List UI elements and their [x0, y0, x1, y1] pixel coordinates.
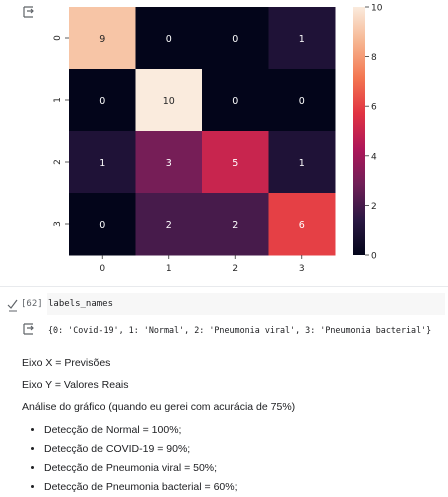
- execution-count: [62]: [21, 299, 43, 309]
- cell-value-label: 2: [232, 220, 238, 231]
- results-list: Detecção de Normal = 100%; Detecção de C…: [22, 421, 442, 497]
- colorbar-tick-label: 10: [371, 4, 383, 14]
- x-tick-label: 2: [232, 264, 238, 274]
- cell-value-label: 6: [299, 220, 305, 231]
- heatmap-cell: [69, 193, 136, 256]
- cell-value-label: 3: [166, 158, 172, 169]
- list-item: Detecção de Pneumonia bacterial = 60%;: [44, 478, 442, 497]
- heatmap-cell: [202, 7, 269, 70]
- x-tick-label: 3: [299, 264, 305, 274]
- list-item: Detecção de COVID-19 = 90%;: [44, 440, 442, 459]
- cell-value-label: 1: [299, 34, 305, 45]
- list-item: Detecção de Normal = 100%;: [44, 421, 442, 440]
- heatmap-cell: [135, 193, 203, 256]
- axis-y-note: Eixo Y = Valores Reais: [22, 379, 129, 391]
- cell-value-label: 5: [232, 158, 238, 169]
- analysis-note: Análise do gráfico (quando eu gerei com …: [22, 401, 296, 413]
- heatmap-cell: [268, 7, 336, 70]
- heatmap-cell: [135, 69, 203, 132]
- cell-value-label: 2: [166, 220, 172, 231]
- heatmap-cell: [268, 131, 336, 194]
- cell-value-label: 10: [163, 96, 175, 107]
- executed-check-icon[interactable]: [6, 296, 20, 312]
- y-tick-label: 3: [53, 221, 63, 227]
- heatmap-cell: [135, 131, 203, 194]
- code-editor[interactable]: [47, 293, 445, 315]
- x-tick-label: 1: [166, 264, 172, 274]
- markdown-cell[interactable]: Eixo X = Previsões Eixo Y = Valores Reai…: [22, 352, 442, 497]
- heatmap-cell: [268, 69, 336, 132]
- cell-value-label: 0: [232, 96, 238, 107]
- colorbar-tick-label: 6: [371, 103, 377, 113]
- colorbar-tick-label: 8: [371, 53, 377, 63]
- cell-value-label: 0: [299, 96, 305, 107]
- cell-value-label: 0: [166, 34, 172, 45]
- cell-value-label: 0: [99, 96, 105, 107]
- heatmap-cell: [69, 131, 136, 194]
- cell-value-label: 0: [232, 34, 238, 45]
- heatmap-cell: [202, 69, 269, 132]
- cell-value-label: 1: [99, 158, 105, 169]
- cell-value-label: 0: [99, 220, 105, 231]
- x-tick-label: 0: [99, 264, 105, 274]
- colorbar-tick-label: 2: [371, 202, 377, 212]
- y-tick-label: 1: [53, 97, 63, 103]
- list-item: Detecção de Pneumonia viral = 50%;: [44, 459, 442, 478]
- output-arrow-icon[interactable]: [22, 5, 36, 19]
- heatmap-cell: [135, 7, 203, 70]
- output-arrow-icon[interactable]: [22, 322, 36, 336]
- axis-x-note: Eixo X = Previsões: [22, 357, 111, 369]
- code-output: {0: 'Covid-19', 1: 'Normal', 2: 'Pneumon…: [48, 325, 432, 335]
- y-tick-label: 0: [53, 35, 63, 41]
- code-line: labels_names: [48, 299, 114, 309]
- colorbar-tick-label: 0: [371, 252, 377, 262]
- heatmap-cell: [202, 131, 269, 194]
- colorbar: [353, 7, 365, 255]
- cell-value-label: 9: [99, 34, 105, 45]
- colorbar-tick-label: 4: [371, 152, 377, 162]
- y-tick-label: 2: [53, 159, 63, 165]
- heatmap-cell: [202, 193, 269, 256]
- cell-value-label: 1: [299, 158, 305, 169]
- heatmap-cell: [268, 193, 336, 256]
- heatmap-cell: [69, 7, 136, 70]
- cell-divider: [0, 286, 448, 287]
- heatmap-cell: [69, 69, 136, 132]
